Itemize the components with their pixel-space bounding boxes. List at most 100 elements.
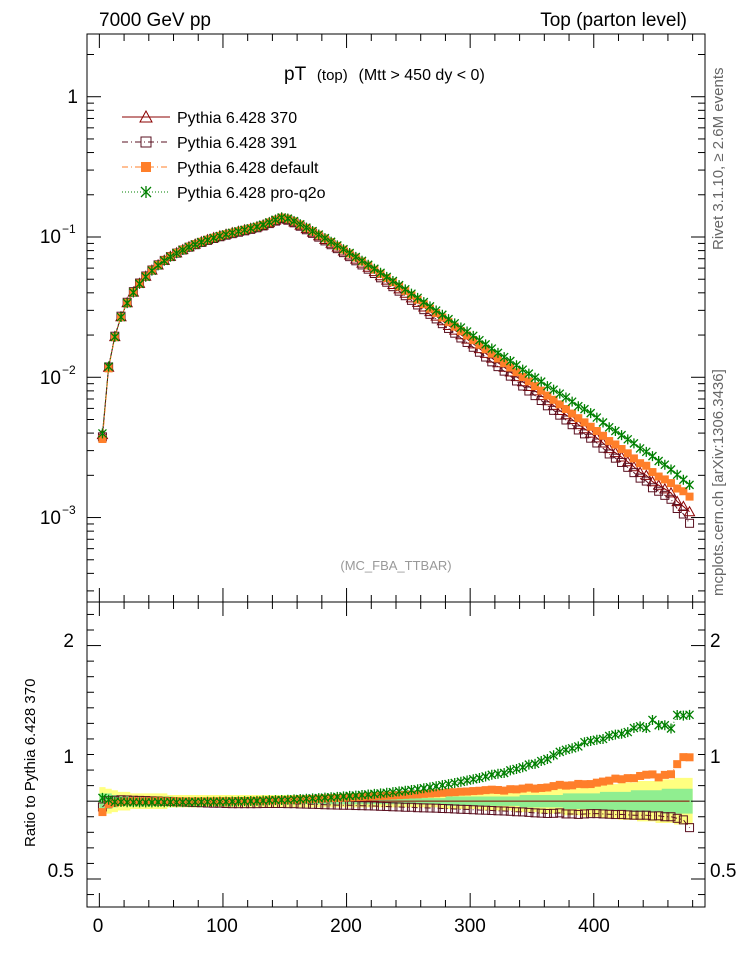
ratio-point <box>641 810 651 820</box>
ratio-point <box>549 808 559 818</box>
main-point <box>332 240 342 251</box>
ytick-0.001-exp: −3 <box>62 503 76 517</box>
main-point <box>518 372 527 381</box>
ratio-point <box>573 741 583 752</box>
watermark: (MC_FBA_TTBAR) <box>340 558 451 573</box>
ratio-point <box>400 802 410 812</box>
ratio-point <box>450 804 460 814</box>
main-point <box>116 312 126 323</box>
main-point <box>629 454 638 463</box>
ratio-point <box>573 809 583 819</box>
main-series-2 <box>98 213 694 501</box>
ratio-point <box>685 823 695 833</box>
main-point <box>184 242 194 253</box>
main-point <box>474 335 484 346</box>
main-point <box>642 461 651 470</box>
ratio-point <box>667 770 676 779</box>
ratio-point <box>468 774 478 785</box>
main-point <box>561 405 570 414</box>
main-point <box>425 301 435 312</box>
main-point <box>437 309 447 320</box>
ratio-point <box>500 786 509 795</box>
main-point <box>499 352 509 363</box>
ratio-point <box>660 812 670 822</box>
ytick-0.001-base: 10 <box>40 508 61 529</box>
title-cut: (Mtt > 450 dy < 0) <box>359 67 485 84</box>
ratio-ytick-0.5: 0.5 <box>48 861 74 882</box>
ratio-point <box>425 803 435 813</box>
ratio-point <box>542 754 552 765</box>
ratio-point <box>98 808 107 817</box>
main-point <box>580 404 589 415</box>
ratio-point <box>598 809 608 819</box>
main-line-0 <box>101 217 690 513</box>
main-line-2 <box>101 217 690 497</box>
ratio-point <box>636 771 645 780</box>
main-point <box>450 318 460 329</box>
main-point <box>549 395 558 404</box>
main-line-1 <box>101 218 690 524</box>
ratio-point <box>406 802 416 812</box>
xtick-200: 200 <box>330 916 362 937</box>
ratio-ytick-1-right: 1 <box>710 747 721 768</box>
main-point <box>598 443 608 453</box>
title-sub: (top) <box>317 67 348 84</box>
main-point <box>629 438 639 449</box>
ratio-point <box>617 775 626 784</box>
ratio-point <box>518 762 528 773</box>
ratio-plot-frame <box>86 601 706 908</box>
main-point <box>586 422 595 431</box>
main-point <box>512 360 521 371</box>
main-point <box>524 377 533 386</box>
ratio-point <box>604 809 614 819</box>
main-point <box>295 219 305 230</box>
main-point <box>648 451 657 462</box>
ratio-point <box>487 785 496 794</box>
main-point <box>518 381 528 391</box>
main-point <box>97 428 107 439</box>
ratio-point <box>463 787 472 796</box>
ratio-ytick-2-right: 2 <box>710 631 721 652</box>
main-point <box>369 263 379 274</box>
main-point <box>660 475 669 484</box>
main-point <box>339 244 348 255</box>
main-point <box>190 239 200 250</box>
ratio-point <box>555 808 565 818</box>
main-point <box>104 361 114 372</box>
ratio-point <box>678 815 688 825</box>
ratio-point <box>444 788 453 797</box>
main-point <box>635 473 645 483</box>
ratio-point <box>567 743 577 754</box>
ratio-point <box>437 780 447 791</box>
ratio-point <box>512 763 521 774</box>
main-point <box>567 396 577 407</box>
ratio-point <box>586 735 596 746</box>
header-left: 7000 GeV pp <box>99 10 211 31</box>
main-point <box>264 217 274 228</box>
main-point <box>271 214 280 225</box>
main-point <box>258 219 268 230</box>
ratio-point <box>376 801 386 811</box>
ratio-ytick-2: 2 <box>63 631 74 652</box>
ratio-point <box>629 810 639 820</box>
main-point <box>648 468 657 477</box>
main-point <box>592 426 601 435</box>
ratio-point <box>512 807 522 817</box>
ratio-point <box>647 811 657 821</box>
ratio-point <box>469 787 478 796</box>
ratio-point <box>635 810 645 820</box>
ratio-point <box>481 786 490 795</box>
main-point <box>592 412 602 423</box>
main-point <box>673 484 682 493</box>
main-point <box>524 386 534 396</box>
main-point <box>289 216 299 227</box>
ratio-point <box>617 809 627 819</box>
legend-marker-2 <box>141 162 151 172</box>
ytick-0.1-base: 10 <box>40 227 61 248</box>
main-point <box>678 474 688 485</box>
main-point <box>685 492 694 501</box>
main-point <box>574 414 583 423</box>
main-point <box>617 430 627 441</box>
main-point <box>357 255 367 266</box>
ratio-point <box>542 808 552 818</box>
